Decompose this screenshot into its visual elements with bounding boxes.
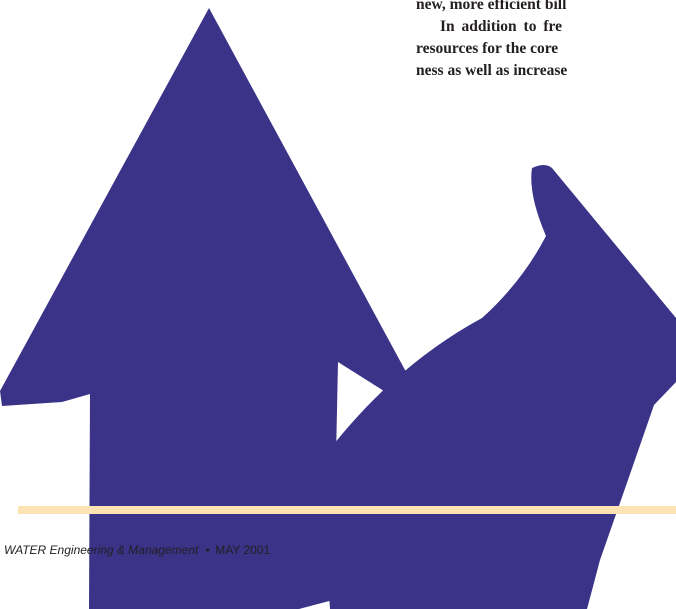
- article-line: In addition to fre: [440, 18, 562, 35]
- article-line: ness as well as increase: [416, 62, 568, 79]
- magazine-title: WATER Engineering & Management: [4, 543, 199, 557]
- page-footer: WATER Engineering & Management • MAY 200…: [4, 543, 270, 557]
- article-line: new, more efficient bill: [416, 0, 567, 13]
- issue-date: MAY 2001: [215, 543, 271, 557]
- footer-bullet: •: [205, 543, 210, 557]
- up-arrow-shape: [0, 8, 418, 609]
- curved-arrow-shape: [320, 165, 676, 609]
- article-text-fragment: new, more efficient bill In addition to …: [416, 0, 676, 82]
- footer-rule: [18, 506, 676, 514]
- article-line: resources for the core: [416, 40, 559, 57]
